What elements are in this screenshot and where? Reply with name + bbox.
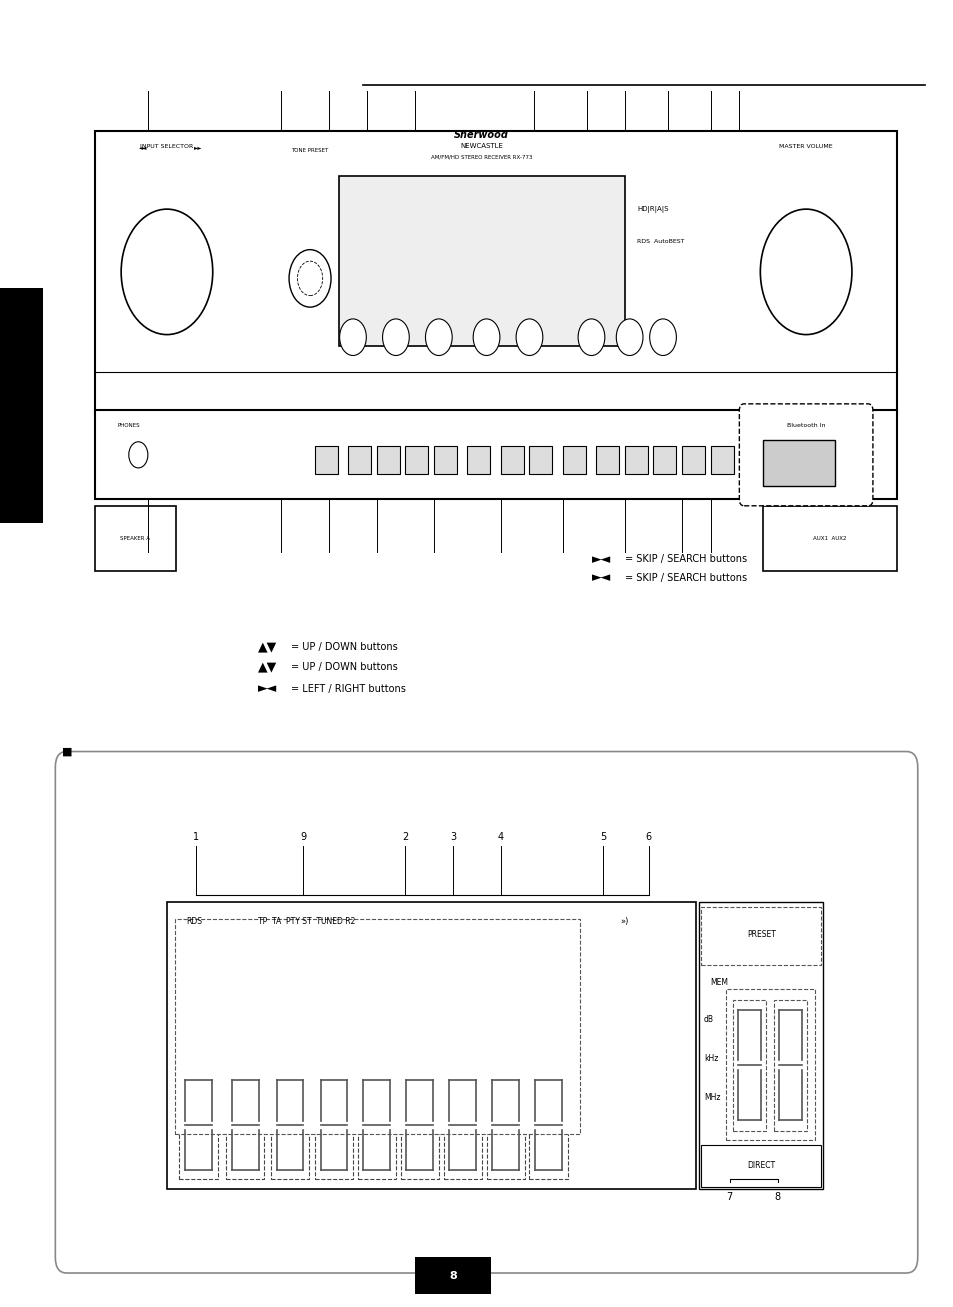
Bar bbox=[167, 902, 696, 1189]
Bar bbox=[95, 506, 176, 571]
Bar bbox=[405, 446, 428, 474]
Bar bbox=[314, 1072, 353, 1179]
Bar bbox=[762, 506, 896, 571]
Text: = LEFT / RIGHT buttons: = LEFT / RIGHT buttons bbox=[291, 684, 405, 694]
Circle shape bbox=[289, 250, 331, 307]
Text: MHz: MHz bbox=[703, 1094, 720, 1102]
Bar bbox=[562, 446, 585, 474]
Circle shape bbox=[339, 319, 366, 356]
Text: dB: dB bbox=[703, 1016, 713, 1023]
Text: ▲▼: ▲▼ bbox=[257, 640, 276, 654]
Text: AM/FM/HD STEREO RECEIVER RX-773: AM/FM/HD STEREO RECEIVER RX-773 bbox=[431, 154, 532, 159]
Text: 8: 8 bbox=[774, 1192, 780, 1202]
Text: ►◄: ►◄ bbox=[591, 553, 610, 566]
Text: TONE PRESET: TONE PRESET bbox=[291, 148, 329, 153]
Text: 9: 9 bbox=[300, 831, 306, 842]
Bar bbox=[773, 1000, 806, 1131]
Bar bbox=[415, 1257, 491, 1294]
Text: ■: ■ bbox=[62, 746, 72, 757]
Text: kHz: kHz bbox=[703, 1055, 718, 1063]
Text: ►◄: ►◄ bbox=[257, 682, 276, 695]
Text: 2: 2 bbox=[402, 831, 408, 842]
Circle shape bbox=[473, 319, 499, 356]
FancyBboxPatch shape bbox=[739, 404, 872, 506]
Text: 8: 8 bbox=[449, 1270, 456, 1281]
Bar bbox=[529, 1072, 567, 1179]
Text: AUX1  AUX2: AUX1 AUX2 bbox=[812, 536, 846, 541]
Text: DIRECT: DIRECT bbox=[746, 1162, 775, 1170]
Bar bbox=[314, 446, 337, 474]
Bar bbox=[486, 1072, 524, 1179]
Text: 6: 6 bbox=[645, 831, 651, 842]
Text: ◄◄: ◄◄ bbox=[139, 145, 147, 150]
Circle shape bbox=[382, 319, 409, 356]
Text: ►◄: ►◄ bbox=[591, 571, 610, 584]
Bar bbox=[338, 176, 624, 346]
Circle shape bbox=[649, 319, 676, 356]
Text: = SKIP / SEARCH buttons: = SKIP / SEARCH buttons bbox=[624, 572, 746, 583]
Bar bbox=[624, 446, 647, 474]
Bar bbox=[699, 902, 822, 1189]
FancyBboxPatch shape bbox=[55, 752, 917, 1273]
Text: = SKIP / SEARCH buttons: = SKIP / SEARCH buttons bbox=[624, 554, 746, 565]
Text: = UP / DOWN buttons: = UP / DOWN buttons bbox=[291, 661, 397, 672]
Circle shape bbox=[121, 209, 213, 335]
Bar bbox=[226, 1072, 264, 1179]
Bar bbox=[700, 1145, 821, 1187]
Text: Sherwood: Sherwood bbox=[454, 129, 509, 140]
Bar bbox=[681, 446, 704, 474]
Text: HD|R|A|S: HD|R|A|S bbox=[637, 205, 668, 213]
Text: 7: 7 bbox=[726, 1192, 732, 1202]
Text: = UP / DOWN buttons: = UP / DOWN buttons bbox=[291, 642, 397, 652]
Circle shape bbox=[578, 319, 604, 356]
Text: PRESET: PRESET bbox=[746, 931, 775, 938]
Text: INPUT SELECTOR: INPUT SELECTOR bbox=[140, 144, 193, 149]
Text: »): ») bbox=[619, 918, 628, 925]
Bar bbox=[400, 1072, 438, 1179]
Text: ▲▼: ▲▼ bbox=[257, 660, 276, 673]
Text: 4: 4 bbox=[497, 831, 503, 842]
Bar bbox=[710, 446, 733, 474]
Text: NEWCASTLE: NEWCASTLE bbox=[460, 144, 502, 149]
Bar bbox=[174, 919, 579, 1134]
Circle shape bbox=[616, 319, 642, 356]
Bar bbox=[529, 446, 552, 474]
Bar bbox=[348, 446, 371, 474]
Text: 5: 5 bbox=[599, 831, 605, 842]
Bar bbox=[467, 446, 490, 474]
Text: ►►: ►► bbox=[194, 145, 202, 150]
Text: 3: 3 bbox=[450, 831, 456, 842]
Bar bbox=[596, 446, 618, 474]
Bar bbox=[357, 1072, 395, 1179]
Bar bbox=[95, 410, 896, 499]
Bar bbox=[762, 440, 834, 486]
Circle shape bbox=[297, 261, 322, 295]
Bar bbox=[700, 907, 821, 965]
Text: TP  TA  PTY ST  TUNED R2: TP TA PTY ST TUNED R2 bbox=[257, 918, 355, 925]
Bar bbox=[732, 1000, 765, 1131]
Text: SPEAKER A: SPEAKER A bbox=[120, 536, 151, 541]
Circle shape bbox=[425, 319, 452, 356]
Circle shape bbox=[516, 319, 542, 356]
Bar bbox=[95, 131, 896, 412]
Text: Bluetooth In: Bluetooth In bbox=[786, 423, 824, 429]
Bar bbox=[653, 446, 676, 474]
Circle shape bbox=[760, 209, 851, 335]
Text: RDS: RDS bbox=[186, 918, 202, 925]
Bar bbox=[376, 446, 399, 474]
Text: RDS  AutoBEST: RDS AutoBEST bbox=[637, 239, 684, 244]
Text: MASTER VOLUME: MASTER VOLUME bbox=[779, 144, 832, 149]
Bar bbox=[500, 446, 523, 474]
Bar bbox=[271, 1072, 309, 1179]
Text: 1: 1 bbox=[193, 831, 198, 842]
Bar bbox=[443, 1072, 481, 1179]
Bar bbox=[725, 989, 814, 1140]
Circle shape bbox=[129, 442, 148, 468]
Bar bbox=[434, 446, 456, 474]
Text: MEM: MEM bbox=[710, 979, 728, 987]
Bar bbox=[0, 288, 43, 523]
Bar bbox=[179, 1072, 217, 1179]
Text: PHONES: PHONES bbox=[117, 423, 140, 429]
